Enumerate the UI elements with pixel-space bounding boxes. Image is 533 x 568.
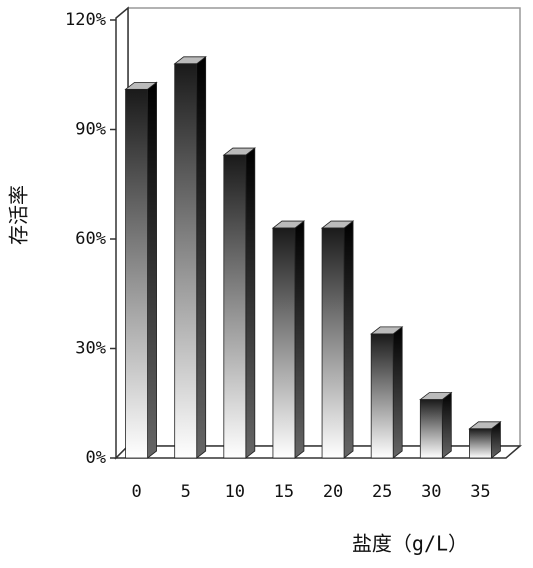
bar (222, 147, 256, 459)
bar-front (370, 333, 394, 459)
y-tick-label: 120% (65, 10, 106, 30)
bar-front (174, 63, 198, 459)
bar-side (245, 147, 256, 459)
bar-side (196, 55, 207, 459)
bar-side (147, 81, 157, 459)
bar-side (441, 391, 452, 459)
x-tick-label: 15 (274, 482, 294, 502)
bar-front (419, 399, 443, 459)
y-tick-label: 60% (75, 229, 106, 249)
bar-front (469, 428, 492, 459)
bar (419, 391, 453, 459)
bar-side (343, 220, 354, 459)
x-tick-label: 20 (323, 482, 343, 502)
x-tick-label: 35 (470, 482, 490, 502)
x-tick-label: 10 (225, 482, 245, 502)
y-axis-label: 存活率 (7, 185, 31, 245)
bar-front (272, 227, 296, 459)
bar-front (223, 154, 247, 459)
x-axis-label: 盐度（g/L） (352, 532, 468, 556)
bar (271, 220, 306, 459)
x-tick-label: 0 (131, 482, 141, 502)
bar-front (125, 88, 148, 459)
y-tick-label: 0% (86, 448, 106, 468)
x-tick-label: 25 (372, 482, 392, 502)
y-tick-label: 30% (75, 339, 106, 359)
bar-front (321, 227, 345, 459)
bar-side (294, 220, 305, 459)
bar (370, 326, 404, 459)
bar (173, 55, 207, 459)
x-tick-label: 30 (421, 482, 441, 502)
bar (320, 220, 355, 459)
y-tick-label: 90% (75, 120, 106, 140)
x-tick-label: 5 (181, 482, 191, 502)
bar (468, 420, 502, 459)
bar (124, 81, 158, 459)
bar-side (392, 326, 403, 459)
